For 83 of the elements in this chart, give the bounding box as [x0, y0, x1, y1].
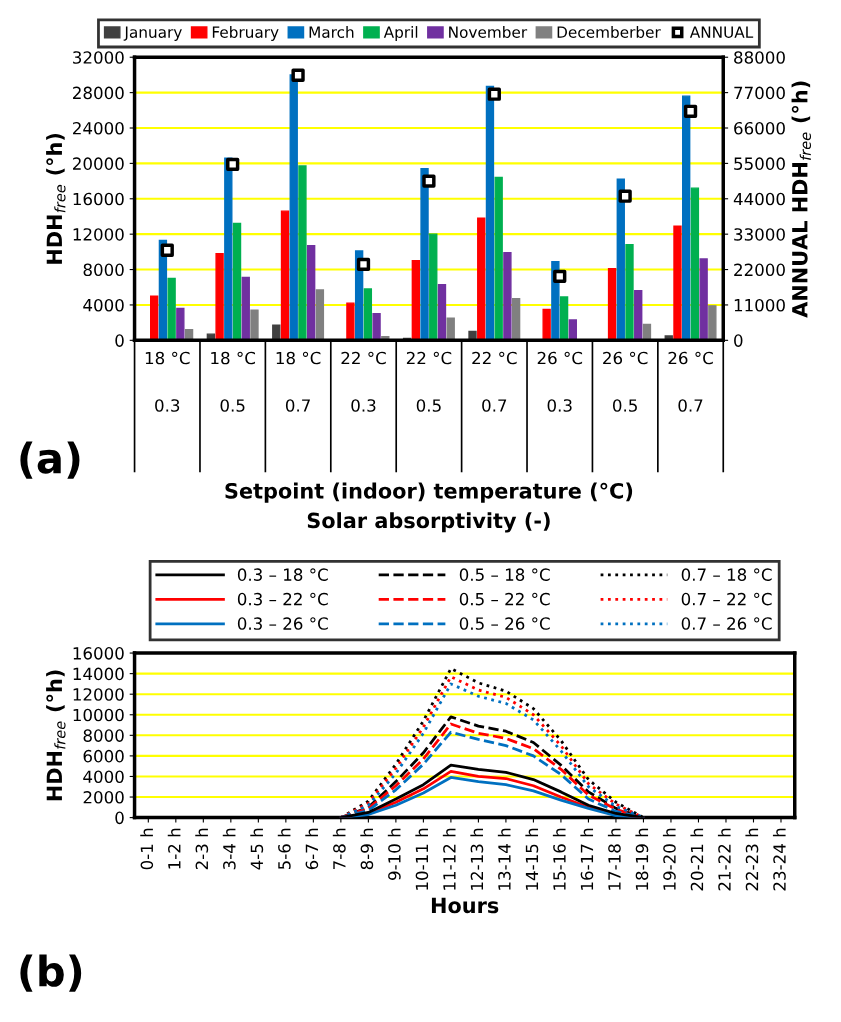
x-tick-label: 15-16 h: [552, 828, 566, 890]
legend-label: Decemberber: [557, 26, 661, 38]
legend-label: 0.7 – 22 °C: [681, 592, 772, 606]
x-tick-label: 3-4 h: [222, 828, 236, 870]
y-tick-label: 16000: [73, 647, 124, 660]
x-tick-label: 17-18 h: [607, 828, 621, 890]
y-tick-label: 4000: [83, 770, 124, 784]
y-tick-label: 12000: [73, 228, 124, 241]
y-tick-label: 20000: [73, 157, 124, 170]
y-tick-label: 12000: [73, 688, 124, 701]
x-axis-title: Hours: [431, 897, 499, 914]
y-axis-title: HDH$_{free}$ (°h): [46, 133, 66, 264]
y-tick-label: 0: [115, 811, 124, 825]
x-tick-label: 0-1 h: [140, 828, 154, 870]
y-tick-label: 6000: [83, 749, 124, 763]
y-tick-label: 28000: [73, 86, 124, 100]
x-tick-label: 12-13 h: [470, 828, 484, 890]
y-tick-label: 8000: [83, 263, 124, 277]
x-tick-label: 16-17 h: [580, 828, 594, 890]
legend-label: ANNUAL: [689, 26, 754, 38]
text: (a): [20, 441, 80, 479]
y-tick-label: 0: [115, 334, 124, 347]
x-tick-label: 18-19 h: [635, 828, 649, 890]
x-tick-label: 14-15 h: [525, 828, 539, 890]
x-axis-title: Setpoint (indoor) temperature (°C) Solar absorptivity (-): [225, 482, 633, 533]
category-label: 22 °C 0.7: [472, 351, 517, 412]
y2-tick-label: 0: [734, 334, 743, 347]
x-tick-label: 11-12 h: [442, 828, 456, 890]
legend-label: February: [212, 26, 279, 41]
y2-tick-label: 66000: [734, 121, 785, 135]
y-tick-label: 4000: [83, 298, 124, 312]
y2-tick-label: 77000: [734, 86, 785, 100]
y-tick-label: 24000: [73, 121, 124, 135]
legend-label: 0.5 – 26 °C: [459, 617, 550, 630]
category-label: 22 °C 0.3: [341, 351, 386, 412]
y2-axis-title: ANNUAL HDH$_{free}$ (°h): [791, 81, 812, 318]
x-tick-label: 13-14 h: [497, 828, 511, 890]
x-tick-label: 9-10 h: [387, 828, 401, 880]
legend-label: 0.3 – 18 °C: [237, 568, 328, 581]
category-label: 18 °C 0.5: [211, 351, 256, 412]
x-tick-label: 22-23 h: [745, 828, 759, 891]
x-tick-label: 4-5 h: [250, 828, 264, 870]
y2-tick-label: 22000: [734, 263, 785, 277]
y2-tick-label: 11000: [734, 298, 785, 312]
y-axis-title: HDH$_{free}$ (°h): [46, 670, 66, 801]
y-tick-label: 2000: [83, 790, 124, 804]
y2-tick-label: 55000: [734, 157, 785, 170]
legend-label: November: [449, 26, 528, 38]
legend-label: 0.5 – 18 °C: [459, 568, 550, 581]
y-tick-label: 32000: [73, 51, 124, 64]
legend-label: 0.3 – 22 °C: [237, 592, 328, 606]
category-label: 18 °C 0.7: [276, 351, 321, 412]
text: (b): [20, 954, 82, 992]
y2-tick-label: 44000: [733, 192, 785, 206]
legend-label: 0.7 – 26 °C: [681, 617, 772, 630]
x-tick-label: 1-2 h: [167, 828, 181, 869]
x-tick-label: 5-6 h: [277, 828, 291, 870]
y-tick-label: 14000: [73, 667, 124, 681]
y-tick-label: 8000: [83, 729, 124, 742]
legend-label: 0.5 – 22 °C: [459, 592, 550, 606]
legend-label: January: [123, 26, 182, 41]
x-tick-label: 23-24 h: [772, 828, 786, 891]
x-tick-label: 21-22 h: [717, 828, 731, 891]
x-tick-label: 2-3 h: [195, 828, 209, 870]
x-tick-label: 10-11 h: [415, 828, 429, 890]
legend-label: 0.3 – 26 °C: [237, 617, 328, 630]
y-tick-label: 16000: [73, 192, 124, 206]
category-label: 22 °C 0.5: [406, 351, 452, 412]
legend-label: April: [383, 26, 418, 41]
x-tick-label: 20-21 h: [690, 828, 704, 891]
category-label: 26 °C 0.5: [603, 351, 648, 412]
y-tick-label: 10000: [73, 708, 124, 722]
x-tick-label: 7-8 h: [332, 828, 346, 870]
legend-label: 0.7 – 18 °C: [681, 568, 772, 581]
category-label: 18 °C 0.3: [145, 351, 190, 412]
category-label: 26 °C 0.7: [668, 351, 713, 412]
x-tick-label: 6-7 h: [305, 828, 319, 870]
y2-tick-label: 33000: [734, 228, 785, 241]
category-label: 26 °C 0.3: [537, 351, 583, 412]
legend-label: March: [309, 26, 354, 38]
y2-tick-label: 88000: [734, 51, 785, 64]
x-tick-label: 19-20 h: [662, 828, 676, 890]
x-tick-label: 8-9 h: [360, 828, 374, 870]
